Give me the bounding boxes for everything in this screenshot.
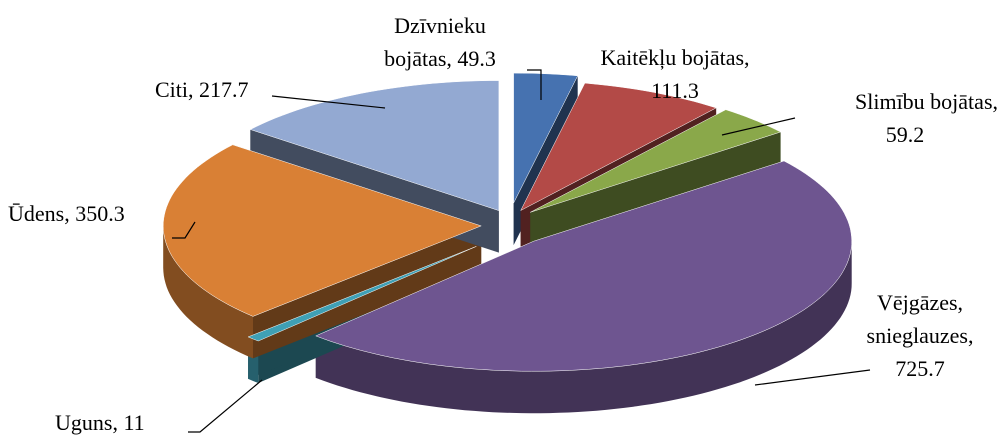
- leader-line: [754, 369, 871, 386]
- slice: [247, 246, 477, 342]
- data-label: Uguns, 11: [55, 410, 145, 435]
- slice: [315, 160, 852, 372]
- leader-line: [172, 221, 196, 239]
- slice: [249, 80, 500, 211]
- data-label: Vējgāzes,: [877, 290, 963, 315]
- slice: [513, 72, 579, 204]
- data-label: Dzīvnieku: [394, 13, 486, 38]
- pie: [162, 72, 852, 414]
- data-label: Ūdens, 350.3: [8, 201, 125, 226]
- data-label: snieglauzes,: [867, 323, 974, 348]
- leader-line: [271, 95, 386, 109]
- data-label: 725.7: [895, 356, 945, 381]
- data-label: 59.2: [886, 122, 925, 147]
- slice: [520, 82, 717, 212]
- leader-line: [721, 117, 796, 136]
- data-label: Kaitēkļu bojātas,: [600, 45, 749, 70]
- slice: [530, 109, 782, 213]
- data-label: 111.3: [651, 78, 699, 103]
- slice-side: [315, 241, 852, 414]
- data-label: Slimību bojātas,: [855, 89, 998, 114]
- labels: Dzīvnieku bojātas, 49.3 Kaitēkļu bojātas, 1…: [8, 13, 998, 435]
- data-label: Citi, 217.7: [155, 77, 249, 102]
- slice-side: [163, 225, 253, 359]
- leader-line: [527, 69, 542, 100]
- leader-line: [188, 379, 263, 433]
- data-label: bojātas, 49.3: [384, 46, 496, 71]
- slice: [162, 144, 482, 317]
